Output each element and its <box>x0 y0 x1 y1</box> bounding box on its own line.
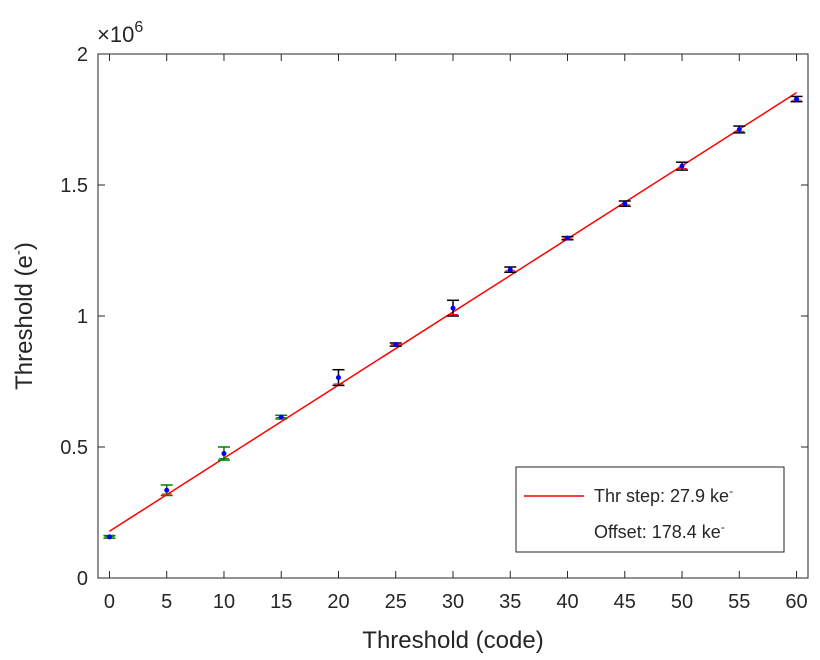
x-tick-label: 20 <box>327 591 349 613</box>
data-point <box>507 267 513 273</box>
y-exponent-label: ×106 <box>97 19 143 47</box>
x-tick-label: 15 <box>270 591 292 613</box>
y-tick-label: 2 <box>77 44 88 66</box>
y-axis-ticks: 0 0.5 1 1.5 2 <box>60 44 808 590</box>
x-axis-ticks: 0 5 10 15 20 25 30 35 40 45 50 55 60 <box>104 54 808 613</box>
data-point <box>335 375 341 381</box>
y-tick-label: 1 <box>77 306 88 328</box>
data-point <box>794 96 800 102</box>
legend-entry-offset: Offset: 178.4 ke- <box>594 520 725 542</box>
data-point <box>565 235 571 241</box>
data-point <box>106 534 112 540</box>
legend: Thr step: 27.9 ke- Offset: 178.4 ke- <box>515 466 785 553</box>
x-tick-label: 30 <box>442 591 464 613</box>
x-tick-label: 40 <box>556 591 578 613</box>
data-point <box>278 414 284 420</box>
y-axis-title: Threshold (e-) <box>10 242 38 390</box>
data-point <box>736 126 742 132</box>
x-tick-label: 45 <box>614 591 636 613</box>
data-point <box>450 305 456 311</box>
x-tick-label: 5 <box>161 591 172 613</box>
data-point <box>622 201 628 207</box>
x-tick-label: 0 <box>104 591 115 613</box>
data-point <box>393 342 399 348</box>
x-tick-label: 35 <box>499 591 521 613</box>
point-layer <box>106 96 800 540</box>
y-tick-label: 1.5 <box>60 175 88 197</box>
data-point <box>164 487 170 493</box>
y-tick-label: 0 <box>77 568 88 590</box>
legend-box <box>515 466 785 553</box>
x-tick-label: 55 <box>728 591 750 613</box>
data-point <box>221 451 227 457</box>
data-point <box>679 163 685 169</box>
legend-entry-fit: Thr step: 27.9 ke- <box>594 484 733 506</box>
x-tick-label: 60 <box>785 591 807 613</box>
x-axis-title: Threshold (code) <box>362 627 543 654</box>
x-tick-label: 25 <box>385 591 407 613</box>
x-tick-label: 10 <box>213 591 235 613</box>
x-tick-label: 50 <box>671 591 693 613</box>
y-tick-label: 0.5 <box>60 437 88 459</box>
